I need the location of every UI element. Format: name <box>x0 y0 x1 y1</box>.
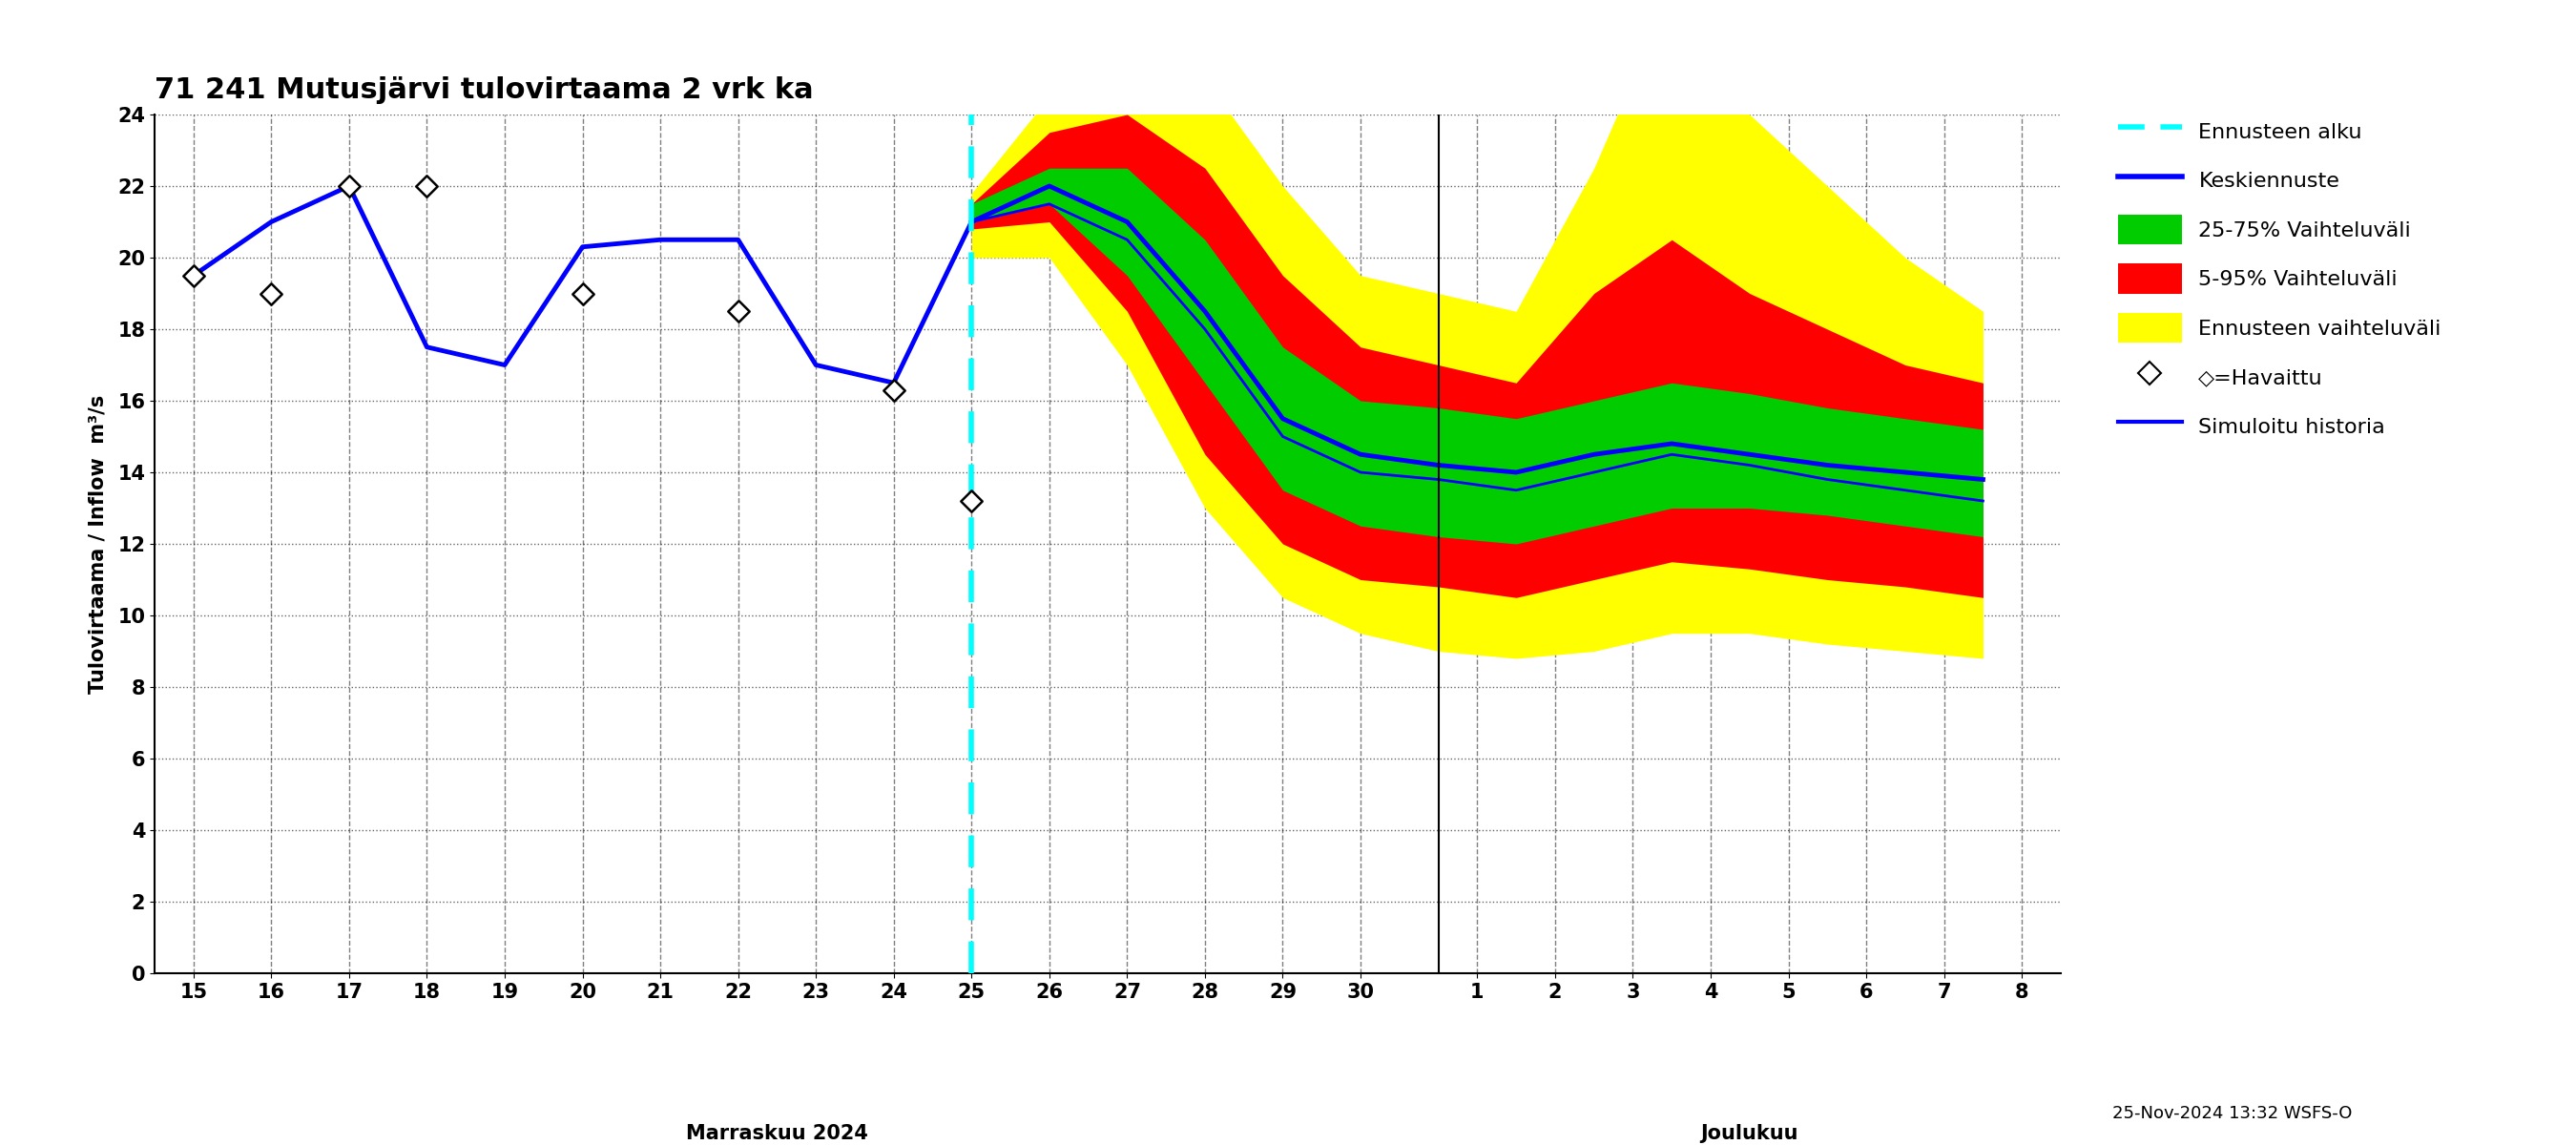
Text: Marraskuu 2024
November: Marraskuu 2024 November <box>685 1123 868 1145</box>
Point <box>951 492 992 511</box>
Text: 71 241 Mutusjärvi tulovirtaama 2 vrk ka: 71 241 Mutusjärvi tulovirtaama 2 vrk ka <box>155 77 814 104</box>
Text: 25-Nov-2024 13:32 WSFS-O: 25-Nov-2024 13:32 WSFS-O <box>2112 1105 2352 1122</box>
Point <box>173 267 214 285</box>
Point <box>873 381 914 400</box>
Point <box>562 284 603 302</box>
Point <box>719 302 760 321</box>
Y-axis label: Tulovirtaama / Inflow  m³/s: Tulovirtaama / Inflow m³/s <box>88 394 108 694</box>
Point <box>330 176 371 195</box>
Point <box>250 284 291 302</box>
Legend: Ennusteen alku, Keskiennuste, 25-75% Vaihteluväli, 5-95% Vaihteluväli, Ennusteen: Ennusteen alku, Keskiennuste, 25-75% Vai… <box>2110 108 2450 449</box>
Text: Joulukuu
December: Joulukuu December <box>1692 1123 1806 1145</box>
Point <box>407 176 448 195</box>
